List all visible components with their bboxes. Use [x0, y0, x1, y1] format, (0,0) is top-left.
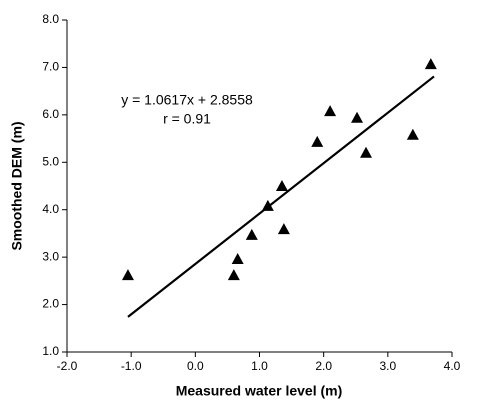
x-tick-label: 2.0	[315, 359, 332, 373]
marker	[277, 223, 290, 235]
y-tick-label: 3.0	[42, 249, 59, 263]
marker	[227, 269, 240, 281]
marker	[231, 253, 244, 265]
marker	[424, 58, 437, 70]
y-tick-label: 2.0	[42, 297, 59, 311]
marker	[275, 180, 288, 191]
annotation: r = 0.91	[163, 111, 211, 127]
marker	[324, 105, 337, 117]
y-tick-label: 1.0	[42, 344, 59, 358]
marker	[360, 146, 373, 158]
marker	[261, 199, 274, 211]
y-tick-label: 7.0	[42, 60, 59, 74]
y-axis-label: Smoothed DEM (m)	[9, 121, 25, 250]
x-tick-label: 1.0	[251, 359, 268, 373]
y-tick-label: 4.0	[42, 202, 59, 216]
y-tick-label: 8.0	[42, 12, 59, 26]
x-tick-label: -2.0	[57, 359, 78, 373]
annotation: y = 1.0617x + 2.8558	[121, 92, 253, 108]
marker	[406, 128, 419, 140]
marker	[245, 228, 258, 240]
trendline	[127, 75, 435, 318]
x-tick-label: 0.0	[187, 359, 204, 373]
marker	[311, 135, 324, 147]
x-tick-label: 3.0	[379, 359, 396, 373]
y-tick-label: 5.0	[42, 154, 59, 168]
x-tick-label: -1.0	[121, 359, 142, 373]
x-tick-label: 4.0	[444, 359, 461, 373]
y-tick-label: 6.0	[42, 107, 59, 121]
x-axis-label: Measured water level (m)	[176, 383, 343, 399]
marker	[351, 111, 364, 123]
marker	[121, 269, 134, 281]
